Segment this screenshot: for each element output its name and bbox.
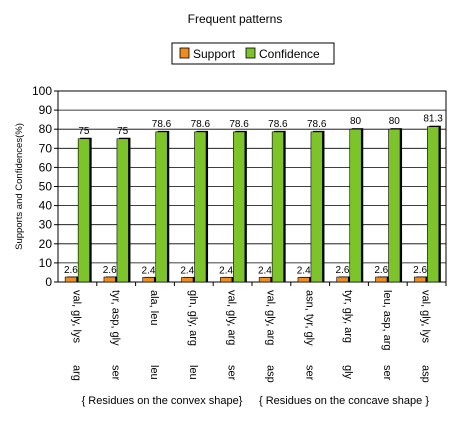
y-tick-label: 90	[39, 103, 53, 117]
x-category-label: ala, leu	[148, 290, 160, 325]
confidence-bar	[194, 131, 207, 283]
legend-swatch-support	[179, 47, 190, 59]
legend-swatch-confidence	[245, 47, 256, 59]
x-category-label: asn, tyr, gly	[303, 290, 315, 346]
y-tick-label: 20	[39, 237, 53, 251]
y-tick-label: 10	[39, 256, 53, 270]
chart-title: Frequent patterns	[188, 12, 283, 26]
confidence-bar	[349, 128, 362, 283]
confidence-value-label: 78.6	[191, 119, 211, 130]
confidence-value-label: 81.3	[423, 114, 443, 125]
support-value-label: 2.6	[374, 265, 388, 276]
group-label-concave: { Residues on the concave shape }	[259, 395, 429, 407]
confidence-value-label: 75	[117, 126, 129, 137]
support-value-label: 2.6	[336, 265, 350, 276]
confidence-bar	[233, 131, 246, 283]
group-label-convex: { Residues on the convex shape}	[82, 395, 243, 407]
confidence-bar	[310, 131, 323, 283]
y-tick-label: 40	[39, 199, 53, 213]
confidence-value-label: 78.6	[307, 119, 327, 130]
confidence-bar	[77, 138, 90, 283]
support-bar	[297, 277, 310, 283]
y-tick-label: 100	[32, 84, 52, 98]
support-value-label: 2.4	[219, 265, 233, 276]
support-bar	[64, 276, 77, 283]
support-value-label: 2.6	[64, 265, 78, 276]
confidence-value-label: 78.6	[229, 119, 249, 130]
support-bar	[414, 276, 427, 283]
confidence-bar	[155, 131, 168, 283]
y-tick-label: 70	[39, 141, 53, 155]
x-category-label: val, gly, lys	[70, 290, 82, 343]
confidence-value-label: 80	[350, 116, 362, 127]
y-tick-label: 0	[45, 275, 52, 289]
support-value-label: 2.6	[413, 265, 427, 276]
x-category-label: leu	[187, 365, 199, 380]
confidence-bar	[427, 126, 440, 283]
y-tick-label: 30	[39, 218, 53, 232]
confidence-bar	[116, 138, 129, 283]
x-category-label: leu, asp, arg	[381, 290, 393, 351]
support-bar	[103, 276, 116, 283]
legend-label-confidence: Confidence	[259, 47, 320, 61]
legend: Support Confidence	[171, 42, 335, 65]
x-category-label: gly	[342, 365, 354, 380]
support-value-label: 2.4	[297, 265, 311, 276]
x-category-label: ser	[303, 365, 315, 381]
confidence-value-label: 80	[389, 116, 401, 127]
plot-area: 0 10 20 30 40 50 60 70 80 90 100 Supports and Confi…	[14, 84, 447, 407]
x-category-label: val, gly, arg	[226, 290, 238, 345]
x-category-label: tyr, gly, arg	[342, 290, 354, 343]
support-value-label: 2.6	[103, 265, 117, 276]
x-category-label: leu	[148, 365, 160, 380]
confidence-value-label: 78.6	[268, 119, 288, 130]
x-category-label: asp	[264, 365, 276, 383]
y-tick-label: 50	[39, 180, 53, 194]
y-tick-label: 80	[39, 122, 53, 136]
support-bar	[181, 277, 194, 283]
legend-label-support: Support	[193, 47, 236, 61]
confidence-value-label: 78.6	[152, 119, 172, 130]
confidence-value-label: 75	[78, 126, 90, 137]
support-bar	[258, 277, 271, 283]
x-category-label: ser	[226, 365, 238, 381]
x-category-label: val, gly, lys	[420, 290, 432, 343]
support-value-label: 2.4	[180, 265, 194, 276]
support-bar	[375, 276, 388, 283]
x-category-label: arg	[70, 365, 82, 381]
support-bar	[220, 277, 233, 283]
y-tick-label: 60	[39, 160, 53, 174]
y-axis-label: Supports and Confidences(%)	[14, 123, 25, 250]
x-category-label: tyr, asp, gly	[109, 290, 121, 346]
support-value-label: 2.4	[142, 265, 156, 276]
support-value-label: 2.4	[258, 265, 272, 276]
x-category-label: asp	[420, 365, 432, 383]
confidence-bar	[388, 128, 401, 283]
x-category-label: gln, gly, arg	[187, 290, 199, 346]
support-bar	[336, 276, 349, 283]
confidence-bar	[271, 131, 284, 283]
x-category-label: ser	[381, 365, 393, 381]
support-bar	[142, 277, 155, 283]
x-category-label: val, gly, arg	[264, 290, 276, 345]
x-category-label: ser	[109, 365, 121, 381]
